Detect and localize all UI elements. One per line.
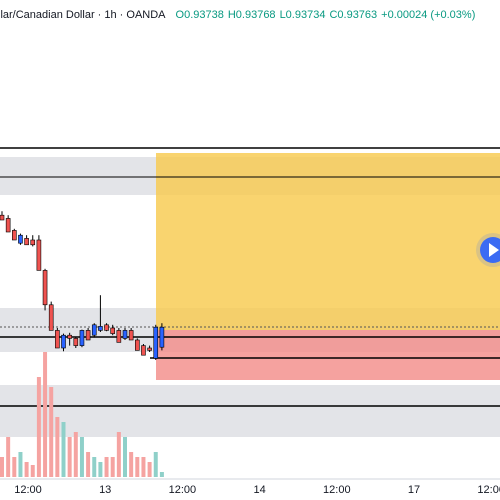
ohlc-value: L0.93734 — [280, 9, 326, 21]
stop-zone — [156, 330, 500, 380]
zone — [0, 385, 500, 437]
volume-bar — [141, 457, 146, 477]
x-tick-label: 12:00 — [14, 484, 42, 496]
symbol: llar/Canadian Dollar · 1h · OANDA — [0, 9, 166, 21]
candle-body — [128, 330, 134, 341]
x-tick-label: 12:00 — [477, 484, 500, 496]
volume-bar — [73, 432, 78, 477]
ohlc-value: H0.93768 — [228, 9, 276, 21]
volume-bar — [116, 432, 121, 477]
candle-body — [61, 334, 66, 349]
change: +0.00024 (+0.03%) — [381, 9, 475, 21]
candle-body — [30, 239, 36, 246]
candle-body — [159, 326, 165, 348]
volume-bar — [98, 462, 103, 477]
volume-bar — [147, 462, 152, 477]
candle-body — [24, 238, 29, 246]
volume-bar — [153, 452, 158, 477]
ohlc-value: O0.93738 — [176, 9, 224, 21]
candle-body — [122, 330, 128, 339]
volume-bar — [12, 457, 17, 477]
candle-body — [79, 330, 85, 346]
volume-bar — [92, 457, 97, 477]
volume-bar — [24, 462, 29, 477]
target-zone — [156, 153, 500, 330]
ohlc-value: C0.93763 — [329, 9, 377, 21]
candle-body — [42, 270, 48, 306]
candle-body — [153, 326, 159, 359]
candle-body — [141, 345, 146, 356]
candle-body — [18, 234, 23, 244]
volume-bar — [110, 457, 115, 477]
candle-body — [98, 326, 103, 331]
candle-body — [104, 324, 109, 331]
candle-body — [116, 330, 122, 343]
candle-body — [55, 330, 60, 349]
volume-bar — [86, 452, 91, 477]
x-tick-label: 13 — [99, 484, 111, 496]
candle-body — [73, 338, 79, 346]
candle-body — [91, 324, 97, 336]
candle-body — [48, 304, 54, 331]
volume-bar — [6, 437, 11, 477]
volume-bar — [104, 457, 109, 477]
candle-body — [135, 339, 140, 351]
volume-bar — [135, 457, 140, 477]
candle-body — [5, 218, 11, 233]
volume-bar — [123, 437, 127, 477]
volume-bar — [30, 465, 35, 477]
candle-body — [110, 327, 115, 334]
volume-bar — [67, 437, 72, 477]
play-icon — [489, 243, 499, 257]
volume-bar — [79, 437, 84, 477]
volume-bar — [18, 452, 23, 477]
candle-body — [85, 330, 91, 341]
x-tick-label: 17 — [408, 484, 420, 496]
volume-bar — [55, 417, 60, 477]
volume-bar — [0, 457, 4, 477]
volume-bar — [36, 377, 41, 477]
x-tick-label: 12:00 — [169, 484, 197, 496]
x-tick-label: 14 — [253, 484, 265, 496]
x-tick-label: 12:00 — [323, 484, 351, 496]
volume-bar — [49, 387, 54, 477]
candle-body — [12, 230, 17, 241]
volume-bar — [129, 452, 134, 477]
candle-body — [147, 347, 152, 351]
volume-bar — [159, 472, 164, 477]
candle-body — [0, 214, 5, 221]
volume-bar — [61, 422, 66, 477]
candle-body — [36, 239, 42, 271]
volume-bar — [43, 352, 48, 477]
candle-body — [67, 334, 72, 339]
